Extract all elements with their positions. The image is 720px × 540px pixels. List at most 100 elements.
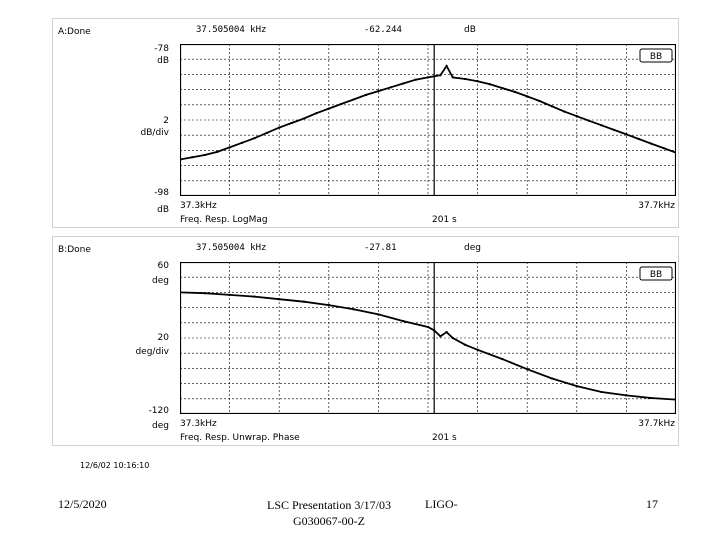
panel-b-data-point xyxy=(551,377,553,380)
panel-b-marker-unit: deg xyxy=(464,243,481,253)
panel-b-data-point xyxy=(180,291,181,294)
footer-title: LSC Presentation 3/17/03 G030067-00-Z xyxy=(254,497,404,529)
panel-b-badge: BB xyxy=(639,266,673,281)
panel-b-ytop-unit: deg xyxy=(152,276,169,286)
panel-b-marker-value: -27.81 xyxy=(364,243,397,253)
panel-a-data-point xyxy=(563,110,566,113)
panel-a-data-point xyxy=(352,98,355,101)
panel-a-data-point xyxy=(228,146,231,149)
panel-a-series-line-0 xyxy=(180,64,676,161)
panel-a-data-point xyxy=(675,151,676,154)
panel-b-ybottom-unit: deg xyxy=(152,421,169,431)
panel-b-data-point xyxy=(433,329,436,332)
panel-a-data-point xyxy=(315,112,318,115)
panel-b-badge-text: BB xyxy=(650,270,662,280)
timestamp: 12/6/02 10:16:10 xyxy=(80,461,150,470)
panel-a-data-point xyxy=(613,128,615,131)
panel-b: B:Done 37.505004 kHz -27.81 deg 60 deg 2… xyxy=(52,236,679,446)
panel-a-data-point xyxy=(191,156,194,159)
panel-a-data-point xyxy=(253,137,256,140)
panel-a-data-point xyxy=(340,103,343,105)
panel-b-data-point xyxy=(501,358,504,361)
footer-title-line2: G030067-00-Z xyxy=(293,514,365,528)
panel-a-data-point xyxy=(650,142,653,145)
panel-a-data-point xyxy=(445,65,448,67)
panel-a-marker-unit: dB xyxy=(464,25,476,35)
panel-a-ymid-label: 2 xyxy=(163,116,169,126)
panel-a-data-point xyxy=(662,147,665,150)
panel-b-data-point xyxy=(600,391,603,393)
panel-b-data-point xyxy=(445,331,448,334)
panel-a-badge-text: BB xyxy=(650,52,662,62)
panel-b-data-point xyxy=(427,326,429,328)
panel-a-data-point xyxy=(365,93,367,96)
footer-title-line1: LSC Presentation 3/17/03 xyxy=(267,498,391,512)
panel-b-data-point xyxy=(625,394,628,397)
panel-a-plot: BB xyxy=(180,44,676,196)
panel-b-data-point xyxy=(675,398,676,401)
panel-a-data-point xyxy=(303,117,305,120)
panel-a-data-point xyxy=(489,83,491,86)
panel-a-data-point xyxy=(513,90,516,93)
panel-a-data-point xyxy=(526,95,529,98)
panel-a: A:Done 37.505004 kHz -62.244 dB -78 dB 2… xyxy=(52,18,679,228)
panel-b-data-point xyxy=(439,335,442,338)
panel-a-badge-box xyxy=(639,48,673,63)
panel-a-data-point xyxy=(278,126,281,129)
panel-a-marker-freq: 37.505004 kHz xyxy=(196,25,267,35)
panel-a-data-point xyxy=(427,76,429,79)
panel-a-ybottom-unit: dB xyxy=(157,205,169,215)
panel-a-points: 201 s xyxy=(432,215,457,225)
panel-b-x-start: 37.3kHz xyxy=(180,419,217,429)
panel-a-data-point xyxy=(600,124,603,127)
panel-b-plot: BB xyxy=(180,262,676,414)
panel-a-label: A:Done xyxy=(58,27,91,37)
panel-a-ytop-unit: dB xyxy=(157,56,169,66)
panel-b-x-end: 37.7kHz xyxy=(638,419,675,429)
panel-a-x-start: 37.3kHz xyxy=(180,201,217,211)
footer-org: LIGO- xyxy=(425,497,458,511)
panel-a-data-point xyxy=(327,107,330,110)
footer-date: 12/5/2020 xyxy=(58,497,107,511)
panel-a-data-point xyxy=(551,105,553,108)
panel-b-label: B:Done xyxy=(58,245,91,255)
panel-b-ymid-unit: deg/div xyxy=(135,347,169,357)
panel-b-data-point xyxy=(476,348,479,351)
panel-a-data-point xyxy=(402,82,405,85)
panel-a-data-point xyxy=(501,87,504,90)
panel-a-data-point xyxy=(241,141,243,144)
panel-a-data-point xyxy=(575,115,578,118)
panel-a-data-point xyxy=(637,138,640,140)
panel-b-mode: Freq. Resp. Unwrap. Phase xyxy=(180,433,300,443)
panel-b-data-point xyxy=(228,293,231,296)
panel-a-data-point xyxy=(203,154,206,156)
panel-a-data-point xyxy=(377,90,380,93)
panel-a-data-point xyxy=(265,131,268,134)
panel-a-data-point xyxy=(180,158,181,161)
panel-b-data-point xyxy=(526,368,529,371)
panel-a-ytop-label: -78 xyxy=(154,44,169,54)
panel-b-data-point xyxy=(464,343,467,346)
panel-b-data-point xyxy=(253,295,256,298)
panel-a-mode: Freq. Resp. LogMag xyxy=(180,215,268,225)
panel-a-marker-value: -62.244 xyxy=(364,25,402,35)
panel-b-ytop-label: 60 xyxy=(157,261,169,271)
panel-a-data-point xyxy=(588,119,591,122)
panel-b-data-point xyxy=(377,313,380,316)
panel-a-data-point xyxy=(538,100,541,102)
panel-a-ymid-unit: dB/div xyxy=(140,128,169,138)
panel-b-marker-freq: 37.505004 kHz xyxy=(196,243,267,253)
panel-b-border xyxy=(52,236,679,446)
panel-a-ybottom-label: -98 xyxy=(154,188,169,198)
panel-a-x-end: 37.7kHz xyxy=(638,201,675,211)
panel-b-data-point xyxy=(327,304,330,307)
panel-a-data-point xyxy=(216,150,219,153)
panel-a-data-point xyxy=(439,74,442,77)
panel-a-data-point xyxy=(290,122,293,124)
panel-a-badge: BB xyxy=(639,48,673,63)
panel-a-data-point xyxy=(625,133,628,136)
panel-a-data-point xyxy=(451,76,454,79)
panel-b-badge-box xyxy=(639,266,673,281)
panel-a-border xyxy=(52,18,679,228)
panel-b-data-point xyxy=(451,337,454,339)
